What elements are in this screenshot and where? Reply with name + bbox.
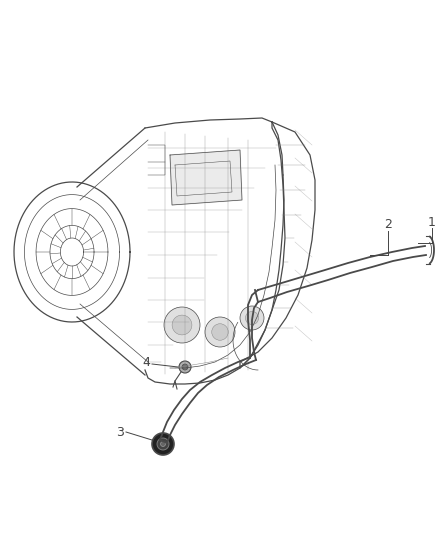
Polygon shape [170,150,242,205]
Circle shape [205,317,235,347]
Circle shape [182,364,188,370]
Circle shape [172,315,192,335]
Text: 1: 1 [428,215,436,229]
Circle shape [179,361,191,373]
Text: 2: 2 [384,219,392,231]
Circle shape [245,311,258,325]
Circle shape [240,306,264,330]
Circle shape [212,324,228,340]
Text: 4: 4 [142,356,150,368]
Circle shape [157,438,169,450]
Circle shape [152,433,174,455]
Circle shape [164,307,200,343]
Circle shape [160,441,166,447]
Text: 3: 3 [116,425,124,439]
